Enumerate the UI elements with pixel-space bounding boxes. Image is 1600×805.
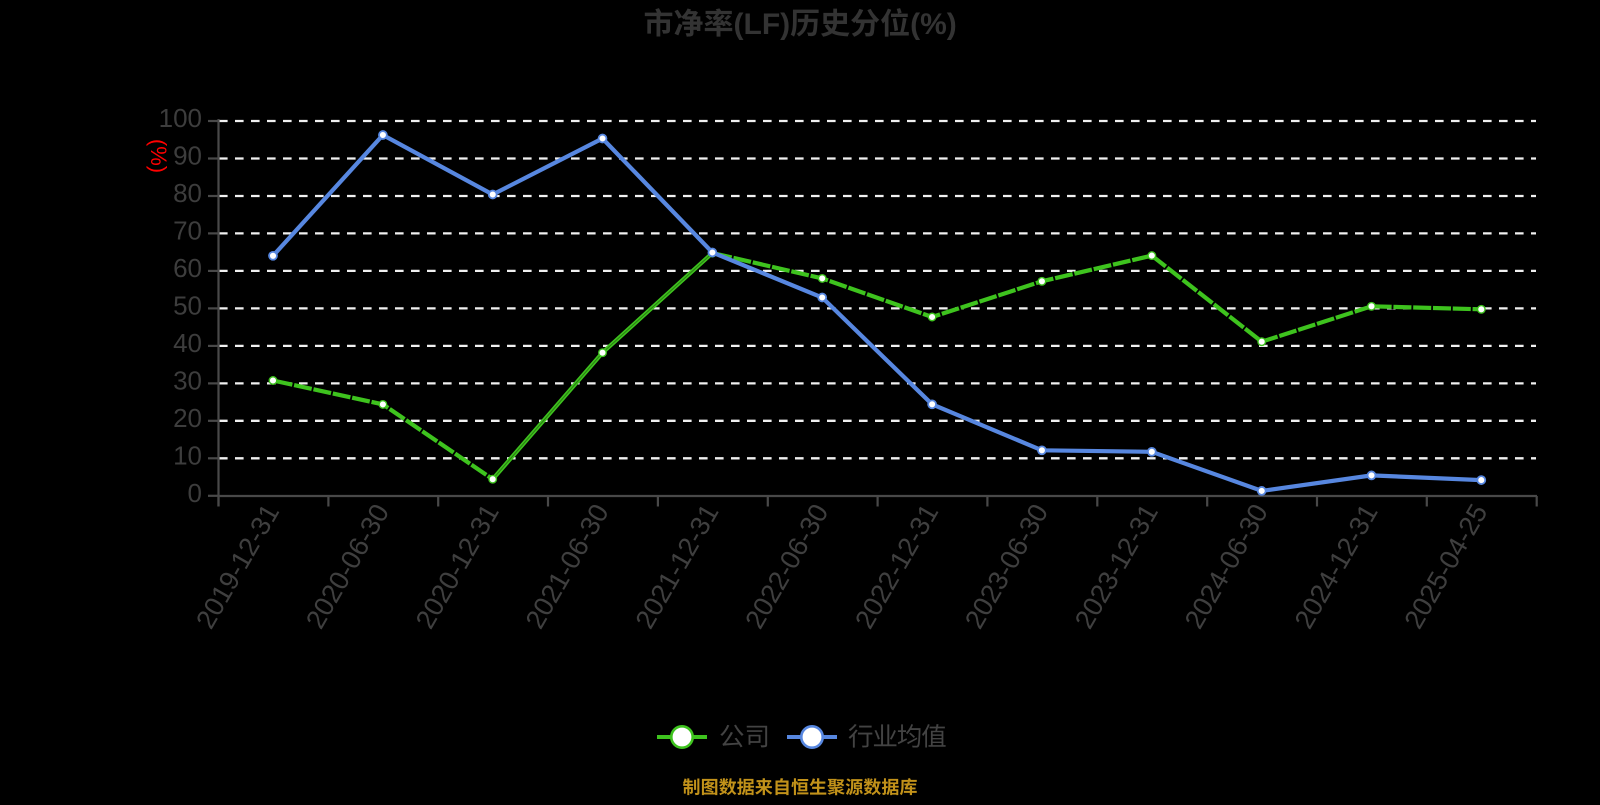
svg-text:10: 10 (173, 440, 202, 470)
svg-text:50: 50 (173, 290, 202, 320)
svg-text:0: 0 (188, 478, 202, 508)
svg-text:80: 80 (173, 178, 202, 208)
svg-text:20: 20 (173, 403, 202, 433)
svg-text:60: 60 (173, 253, 202, 283)
svg-text:(%): (%) (910, 8, 957, 41)
svg-text:90: 90 (173, 141, 202, 171)
svg-text:100: 100 (159, 103, 202, 133)
svg-text:70: 70 (173, 215, 202, 245)
svg-text:40: 40 (173, 328, 202, 358)
svg-text:30: 30 (173, 365, 202, 395)
svg-text:(LF): (LF) (734, 8, 791, 41)
svg-text:(%): (%) (146, 139, 171, 173)
